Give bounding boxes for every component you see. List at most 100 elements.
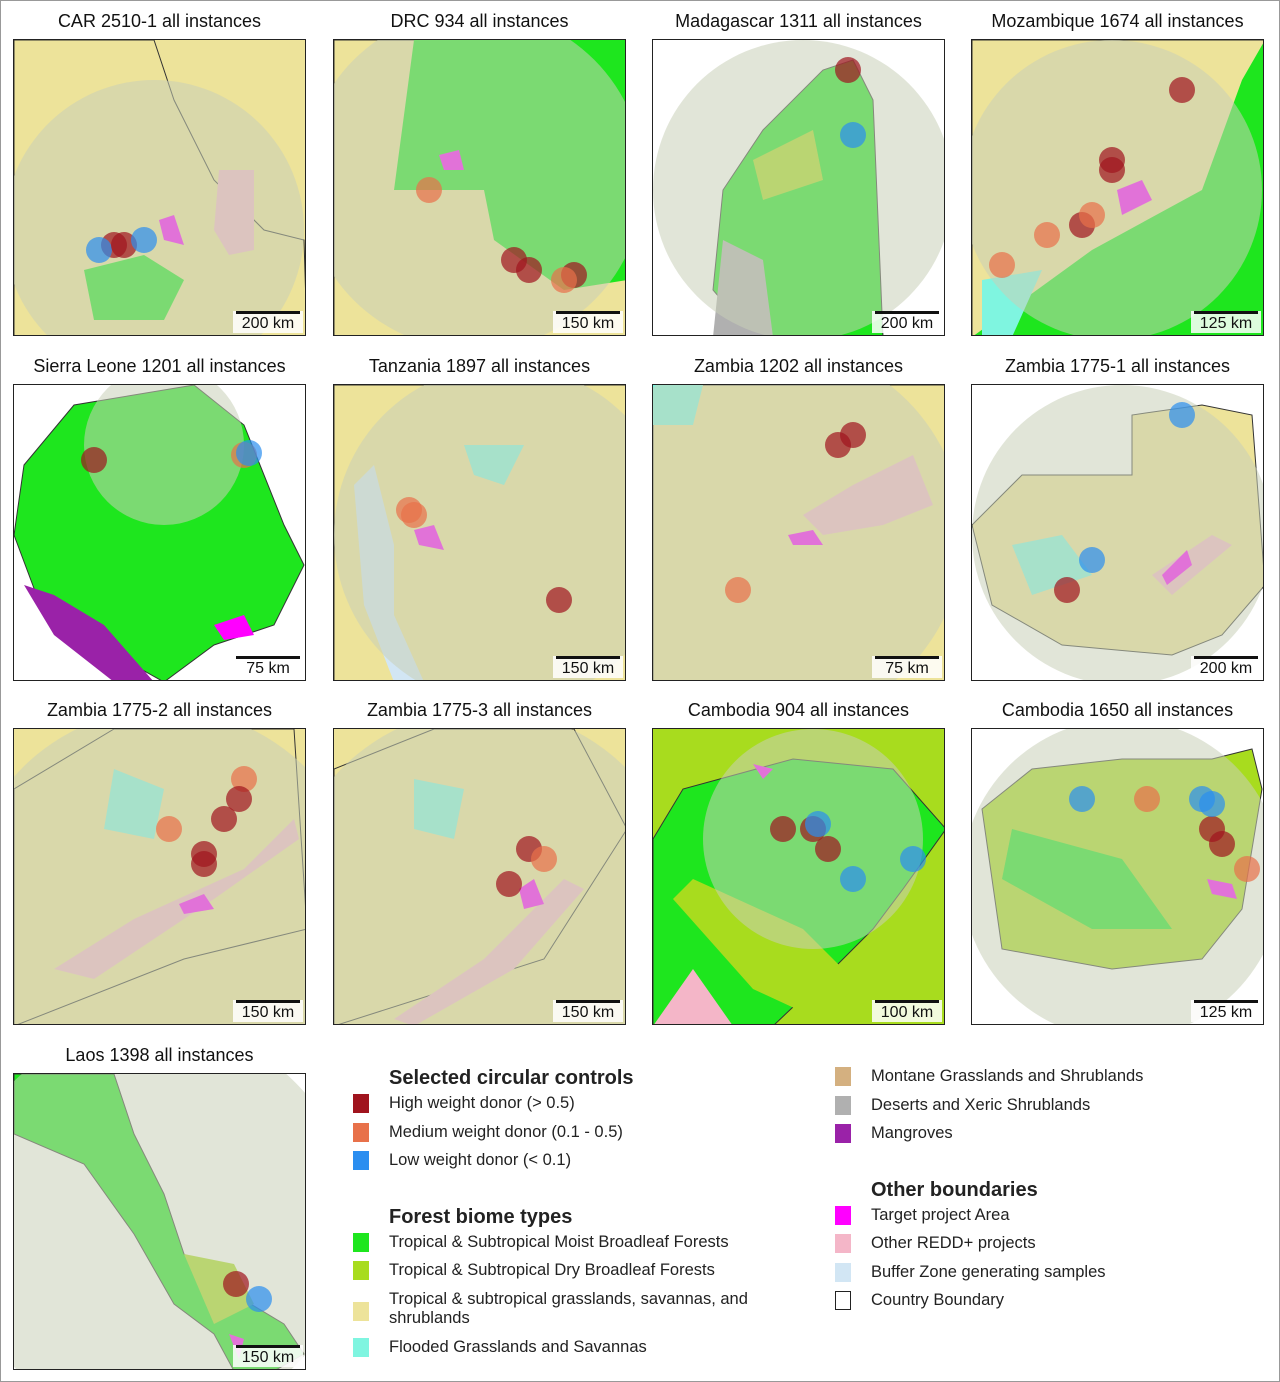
scale-bar-line <box>236 1000 300 1003</box>
donor-control-circle <box>840 122 866 148</box>
donor-control-circle <box>401 502 427 528</box>
map: 125 km <box>971 39 1264 336</box>
donor-control-circle <box>226 786 252 812</box>
legend-item: Tropical & Subtropical Moist Broadleaf F… <box>351 1232 811 1262</box>
donor-control-circle <box>1169 77 1195 103</box>
map: 125 km <box>971 728 1264 1025</box>
legend-left: Selected circular controls High weight d… <box>351 1067 811 1366</box>
donor-control-circle <box>900 846 926 872</box>
map: 150 km <box>333 728 626 1025</box>
legend-label: Tropical & subtropical grasslands, savan… <box>389 1289 748 1327</box>
buffer-zone <box>14 1074 305 1369</box>
panel-title: Zambia 1775-3 all instances <box>366 700 593 720</box>
donor-control-circle <box>86 237 112 263</box>
scale-bar-line <box>875 1000 939 1003</box>
panel-title: Mozambique 1674 all instances <box>991 11 1244 31</box>
donor-control-circle <box>516 257 542 283</box>
legend-label: Flooded Grasslands and Savannas <box>389 1337 647 1356</box>
scale-label: 200 km <box>1199 660 1253 677</box>
map: 200 km <box>13 39 306 336</box>
scale-bar: 200 km <box>233 311 303 333</box>
scale-label: 150 km <box>241 1004 295 1021</box>
donor-control-circle <box>223 1271 249 1297</box>
legend-item: Low weight donor (< 0.1) <box>351 1151 811 1180</box>
scale-bar: 100 km <box>872 1000 942 1022</box>
scale-label: 200 km <box>880 315 934 332</box>
map: 150 km <box>13 728 306 1025</box>
donor-control-circle <box>546 587 572 613</box>
scale-bar: 150 km <box>233 1000 303 1022</box>
map-canvas <box>972 385 1263 680</box>
biome-patch <box>654 969 732 1024</box>
scale-bar-line <box>875 311 939 314</box>
scale-bar: 150 km <box>553 311 623 333</box>
donor-control-circle <box>840 866 866 892</box>
scale-bar: 75 km <box>233 656 303 678</box>
scale-label: 150 km <box>561 315 615 332</box>
scale-bar: 125 km <box>1191 311 1261 333</box>
legend-label: Mangroves <box>871 1124 953 1142</box>
legend-label: High weight donor (> 0.5) <box>389 1094 575 1112</box>
donor-control-circle <box>1079 202 1105 228</box>
map: 150 km <box>333 384 626 681</box>
buffer-zone <box>972 385 1263 680</box>
buffer-zone <box>334 729 625 1024</box>
legend-biomes-title: Forest biome types <box>389 1205 573 1228</box>
map-canvas <box>653 729 944 1024</box>
panel-title: Zambia 1775-2 all instances <box>46 700 273 720</box>
legend-item: Flooded Grasslands and Savannas <box>351 1337 811 1367</box>
buffer-zone <box>334 40 625 335</box>
legend-item: Tropical & Subtropical Dry Broadleaf For… <box>351 1261 811 1290</box>
legend-swatch <box>353 1094 369 1113</box>
donor-control-circle <box>1209 831 1235 857</box>
legend-item: Target project Area <box>833 1205 1253 1235</box>
buffer-zone <box>14 80 304 335</box>
buffer-zone <box>653 385 944 680</box>
donor-control-circle <box>416 177 442 203</box>
map-canvas <box>972 40 1263 335</box>
donor-control-circle <box>725 577 751 603</box>
map: 75 km <box>652 384 945 681</box>
donor-control-circle <box>191 851 217 877</box>
map-canvas <box>334 385 625 680</box>
map: 100 km <box>652 728 945 1025</box>
donor-control-circle <box>770 816 796 842</box>
donor-control-circle <box>989 252 1015 278</box>
scale-label: 125 km <box>1199 1004 1253 1021</box>
donor-control-circle <box>1234 856 1260 882</box>
legend-boundaries-title: Other boundaries <box>871 1178 1038 1201</box>
scale-bar-line <box>556 311 620 314</box>
map: 75 km <box>13 384 306 681</box>
panel-title: Zambia 1775-1 all instances <box>1004 356 1231 376</box>
legend-swatch <box>353 1122 369 1142</box>
donor-control-circle <box>496 871 522 897</box>
map-canvas <box>14 40 305 335</box>
scale-bar: 150 km <box>233 1345 303 1367</box>
scale-bar: 125 km <box>1191 1000 1261 1022</box>
buffer-zone <box>14 729 305 1024</box>
scale-bar: 150 km <box>553 1000 623 1022</box>
legend-label: Medium weight donor (0.1 - 0.5) <box>389 1122 623 1141</box>
donor-control-circle <box>1054 577 1080 603</box>
scale-bar-line <box>1194 656 1258 659</box>
donor-control-circle <box>1169 402 1195 428</box>
scale-label: 125 km <box>1199 315 1253 332</box>
panel-title: Laos 1398 all instances <box>65 1045 254 1065</box>
legend-label: Buffer Zone generating samples <box>871 1262 1106 1281</box>
donor-control-circle <box>531 846 557 872</box>
scale-bar: 200 km <box>1191 656 1261 678</box>
map: 150 km <box>333 39 626 336</box>
panel-title: DRC 934 all instances <box>390 11 569 31</box>
buffer-zone <box>972 40 1262 335</box>
legend-swatch <box>835 1124 851 1143</box>
biome-patch <box>24 585 153 680</box>
buffer-zone <box>972 729 1263 1024</box>
scale-bar-line <box>236 311 300 314</box>
donor-control-circle <box>825 432 851 458</box>
donor-control-circle <box>1069 786 1095 812</box>
scale-bar-line <box>556 1000 620 1003</box>
map: 150 km <box>13 1073 306 1370</box>
scale-bar-line <box>236 656 300 659</box>
scale-label: 150 km <box>241 1349 295 1366</box>
